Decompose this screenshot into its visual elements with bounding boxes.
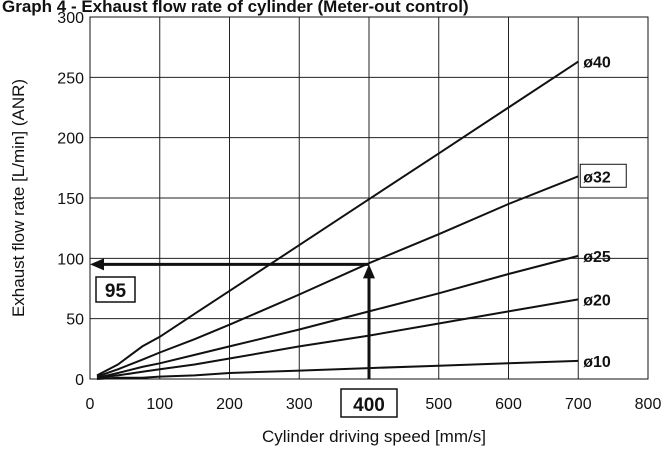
- x-tick-label: 800: [635, 396, 662, 413]
- x-tick-label: 0: [86, 396, 95, 413]
- y-value-box: [95, 276, 136, 303]
- series-label: ø32: [583, 169, 611, 186]
- series-line: [96, 254, 579, 379]
- annotation: 95 400: [90, 258, 398, 418]
- series-line: [96, 60, 579, 377]
- series-label: ø40: [583, 55, 611, 72]
- x-value-label: 400: [353, 395, 385, 416]
- x-tick-label: 100: [146, 396, 173, 413]
- y-tick-label: 50: [66, 312, 84, 329]
- y-tick-label: 0: [75, 372, 84, 389]
- x-value-box: [340, 388, 398, 418]
- y-tick-label: 150: [57, 191, 84, 208]
- series-label: ø25: [583, 249, 611, 266]
- horizontal-arrowhead: [90, 258, 104, 271]
- x-tick-label: 600: [495, 396, 522, 413]
- vertical-arrowhead: [363, 264, 375, 279]
- x-tick-label: 500: [425, 396, 452, 413]
- y-axis-label: Exhaust flow rate [L/min] (ANR): [9, 79, 28, 317]
- y-tick-label: 100: [57, 251, 84, 268]
- series-lines: [96, 60, 579, 380]
- y-tick-label: 250: [57, 70, 84, 87]
- series-label-box: [579, 163, 627, 188]
- x-tick-label: 700: [565, 396, 592, 413]
- tick-labels: 0 100 200 300 400 500 600 700 800 0 50 100 150 200 250…: [57, 10, 661, 413]
- y-value-label: 95: [105, 281, 127, 302]
- chart-title: Graph 4 - Exhaust flow rate of cylinder …: [2, 0, 469, 16]
- x-tick-label: 200: [216, 396, 243, 413]
- y-tick-label: 300: [57, 10, 84, 27]
- y-tick-label: 200: [57, 131, 84, 148]
- series-label: ø10: [583, 354, 611, 371]
- x-tick-label: 300: [286, 396, 313, 413]
- series-label: ø20: [583, 292, 611, 309]
- series-labels: ø40 ø32 ø25 ø20 ø10: [579, 55, 627, 371]
- series-line: [96, 298, 579, 379]
- x-axis-label: Cylinder driving speed [mm/s]: [262, 427, 486, 446]
- series-line: [96, 359, 579, 380]
- series-line: [96, 175, 579, 378]
